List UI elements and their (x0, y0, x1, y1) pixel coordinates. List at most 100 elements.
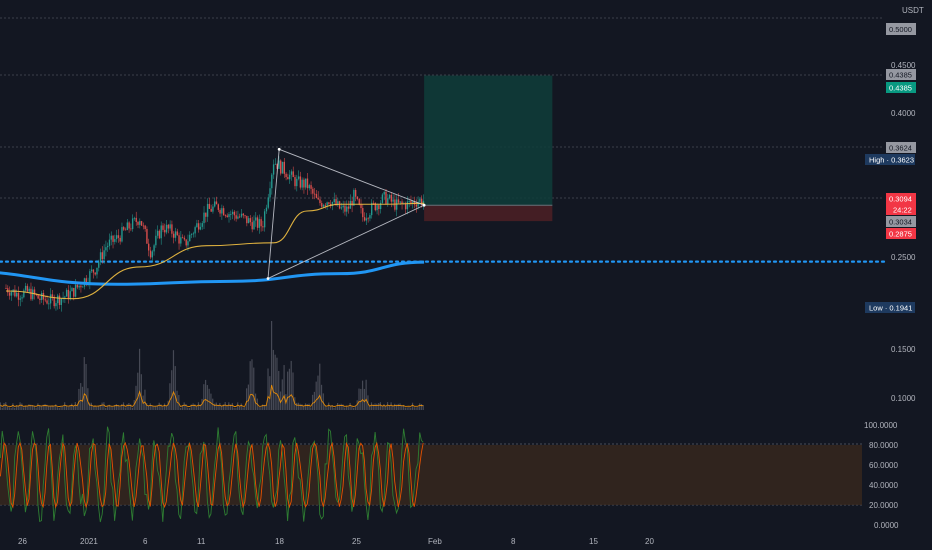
volume-bar (224, 402, 226, 410)
candle-body (342, 205, 344, 208)
candle-body (251, 222, 253, 230)
svg-text:0.4385: 0.4385 (889, 71, 912, 80)
volume-bars (0, 320, 424, 410)
price-axis[interactable]: 0.4500 0.4000 0.2500 0.1500 0.1000 (891, 61, 916, 403)
moving-averages (0, 202, 425, 300)
triangle-pattern (267, 148, 426, 280)
volume-bar (1, 407, 3, 410)
time-tick-26: 26 (18, 537, 27, 546)
volume-bar (208, 388, 210, 410)
candle-body (23, 290, 25, 298)
time-axis[interactable]: 26 2021 6 11 18 25 Feb 8 15 20 (18, 537, 654, 546)
candle-body (392, 199, 394, 202)
candle-body (214, 201, 216, 207)
volume-bar (44, 403, 46, 410)
osc-tick-0: 0.0000 (874, 521, 899, 530)
volume-bar (262, 404, 264, 410)
oscillator-axis[interactable]: 100.0000 80.0000 60.0000 40.0000 20.0000… (864, 421, 899, 530)
candle-body (108, 239, 111, 246)
volume-bar (12, 403, 14, 410)
volume-bar (228, 402, 230, 410)
volume-bar (370, 402, 373, 410)
candle-body (344, 205, 346, 212)
candle-body (44, 299, 46, 301)
volume-bar (270, 320, 273, 410)
volume-bar (411, 402, 414, 410)
candle-body (354, 190, 357, 197)
candle-body (149, 250, 152, 258)
volume-bar (183, 402, 185, 410)
volume-bar (404, 407, 406, 410)
time-tick-18: 18 (275, 537, 284, 546)
volume-bar (217, 404, 219, 410)
candle-body (258, 219, 261, 228)
candle-body (240, 213, 243, 217)
candle-body (299, 176, 302, 188)
candle-body (24, 285, 27, 291)
volume-bar (233, 407, 235, 410)
candle-body (89, 271, 91, 283)
volume-bar (415, 407, 417, 410)
candle-body (305, 178, 307, 188)
candle-body (90, 269, 93, 272)
volume-bar (181, 405, 183, 410)
volume-bar (72, 406, 75, 410)
candle-body (99, 252, 102, 263)
candle-body (133, 217, 136, 219)
volume-bar (247, 384, 250, 410)
volume-bar (171, 370, 173, 410)
candle-body (119, 237, 121, 242)
volume-bar (119, 406, 121, 410)
volume-bar (81, 386, 84, 410)
volume-bar (419, 403, 421, 410)
candle-body (306, 178, 309, 189)
candle-body (183, 237, 186, 240)
candle-body (155, 235, 157, 246)
volume-bar (106, 405, 109, 410)
volume-bar (92, 406, 94, 410)
candle-body (85, 278, 87, 284)
candle-body (321, 203, 323, 207)
volume-bar (260, 407, 262, 410)
volume-bar (358, 388, 360, 410)
volume-bar (244, 407, 246, 410)
volume-bar (320, 384, 323, 410)
candle-body (263, 211, 266, 228)
candle-body (255, 217, 257, 221)
volume-bar (345, 406, 348, 410)
candle-body (385, 191, 387, 204)
volume-bar (10, 407, 12, 410)
price-tick-0.25: 0.2500 (891, 253, 916, 262)
volume-bar (219, 402, 221, 410)
volume-bar (263, 404, 266, 410)
volume-bar (180, 407, 182, 410)
volume-bar (15, 405, 18, 410)
candle-body (28, 288, 30, 292)
candle-body (82, 286, 84, 288)
candle-body (162, 225, 164, 230)
volume-bar (386, 402, 389, 410)
volume-bar (40, 406, 43, 410)
volume-bar (53, 406, 55, 410)
volume-bar (292, 372, 294, 410)
osc-tick-60: 60.0000 (869, 461, 898, 470)
volume-bar (67, 406, 69, 410)
candle-body (139, 221, 141, 225)
volume-bar (65, 405, 68, 410)
price-label-target-grey: 0.4385 (886, 69, 916, 80)
volume-bar (420, 404, 423, 410)
candle-body (242, 213, 244, 216)
volume-bar (213, 403, 216, 410)
volume-bar (340, 403, 342, 410)
candle-body (274, 163, 277, 165)
candle-body (142, 225, 145, 227)
volume-bar (394, 403, 396, 410)
volume-bar (315, 381, 317, 410)
candle-body (410, 201, 412, 203)
volume-bar (71, 403, 73, 410)
volume-bar (21, 403, 23, 410)
triangle-drawing[interactable] (266, 147, 426, 280)
volume-bar (274, 354, 276, 410)
